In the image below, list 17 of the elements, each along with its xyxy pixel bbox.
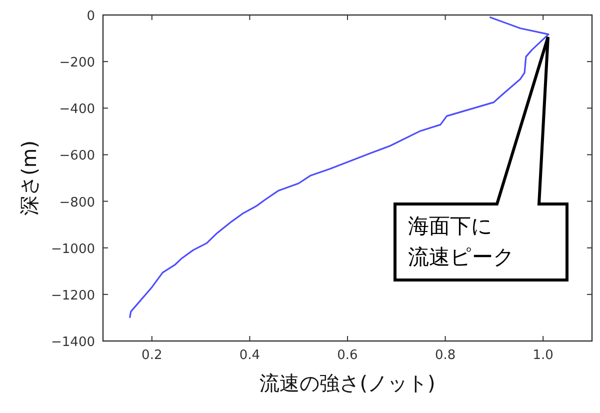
x-tick-label: 0.8	[434, 348, 456, 363]
y-tick-label: −200	[59, 56, 95, 71]
x-tick-label: 0.4	[239, 348, 260, 363]
annotation: 海面下に	[408, 214, 493, 238]
x-tick-label: 0.2	[142, 348, 162, 363]
y-tick-label: −1000	[51, 242, 95, 257]
x-tick-label: 0.6	[337, 348, 358, 363]
y-tick-label: −400	[59, 102, 95, 118]
x-tick-label: 1.0	[532, 348, 554, 363]
y-tick-label: −1400	[51, 335, 95, 350]
y-tick-label: −600	[59, 148, 95, 164]
y-axis-title: 深さ(m)	[17, 140, 41, 216]
x-axis-title: 流速の強さ(ノット)	[260, 371, 436, 395]
y-tick-label: −1200	[51, 288, 95, 304]
annotation: 流速ピーク	[408, 245, 515, 269]
y-tick-label: −800	[59, 195, 95, 210]
y-tick-label: 0	[86, 9, 95, 24]
